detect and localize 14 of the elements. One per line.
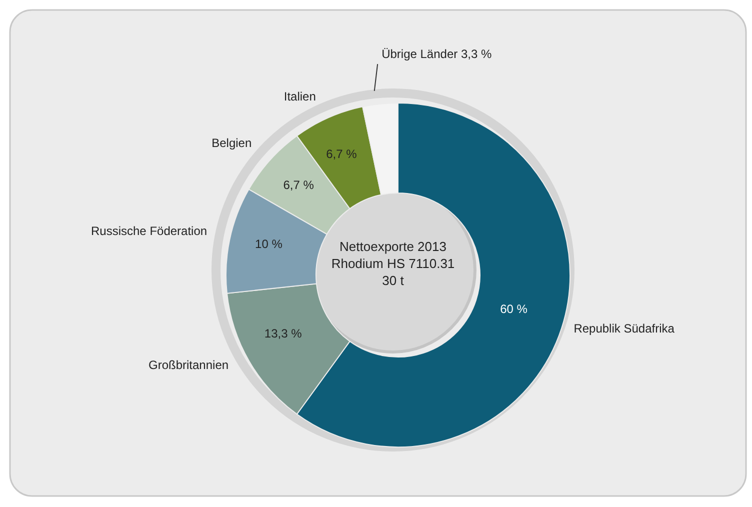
text: Nettoexporte 2013 <box>338 238 448 255</box>
slice-label: Belgien <box>212 136 252 150</box>
slice-label: Übrige Länder 3,3 % <box>382 47 492 62</box>
data-label: 10 % <box>255 236 283 251</box>
slice-label: Italien <box>284 89 316 104</box>
data-label: 6,7 % <box>326 146 358 161</box>
data-label: 6,7 % <box>283 178 314 192</box>
data-label: 60 % <box>500 302 528 316</box>
text: 30 t <box>381 272 405 289</box>
slice-label: Russische Föderation <box>91 224 208 238</box>
data-label: 13,3 % <box>264 326 302 341</box>
text: Rhodium HS 7110.31 <box>330 255 456 272</box>
slice-label: Großbritannien <box>148 358 229 372</box>
slice-label: Republik Südafrika <box>574 322 675 336</box>
